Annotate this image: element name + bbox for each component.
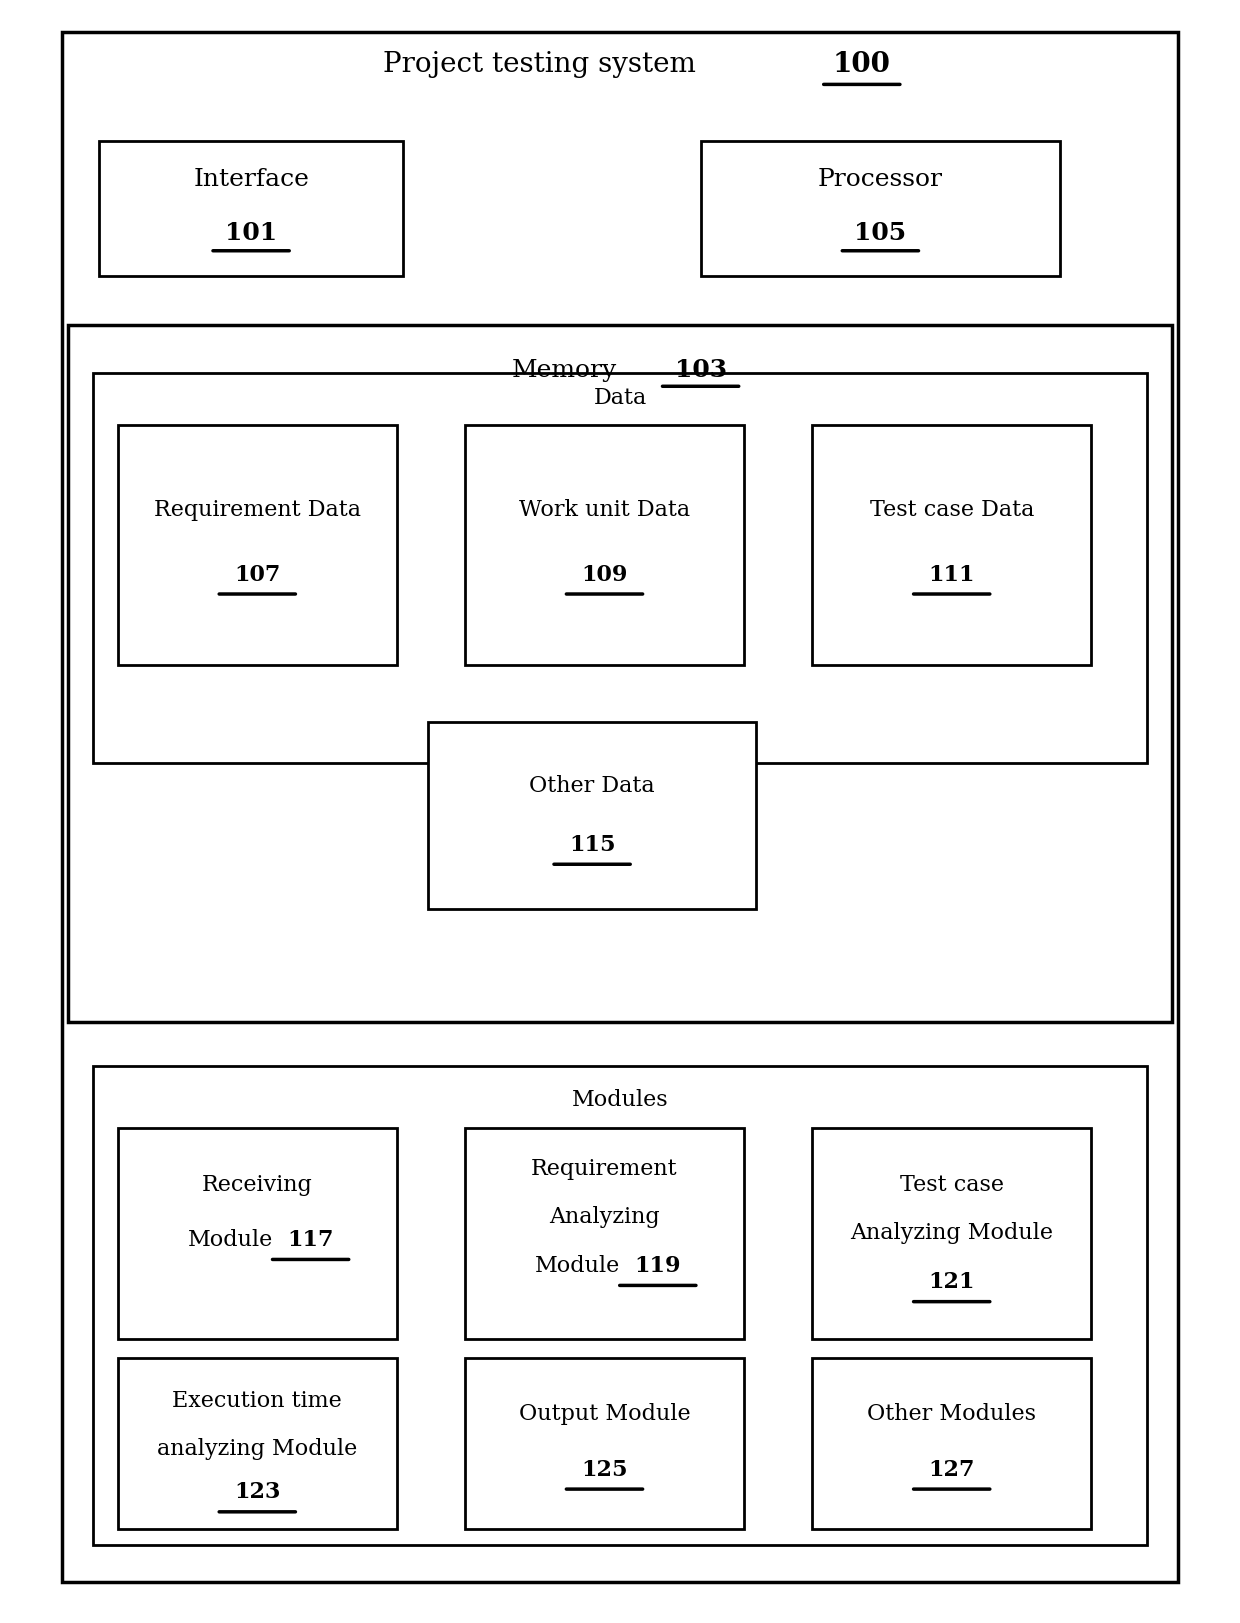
Bar	[99, 141, 403, 276]
Bar	[428, 722, 756, 909]
Bar	[701, 141, 1060, 276]
Text: Receiving: Receiving	[202, 1173, 312, 1196]
Text: Module: Module	[187, 1229, 273, 1251]
Text: Project testing system: Project testing system	[383, 52, 696, 78]
Text: 117: 117	[288, 1229, 334, 1251]
Text: Memory: Memory	[512, 359, 616, 381]
Text: Work unit Data: Work unit Data	[518, 498, 691, 521]
Text: Test case Data: Test case Data	[869, 498, 1034, 521]
Text: 107: 107	[234, 563, 280, 586]
Text: 115: 115	[569, 834, 615, 855]
Bar	[93, 1066, 1147, 1545]
Text: Output Module: Output Module	[518, 1404, 691, 1425]
Text: 121: 121	[929, 1271, 975, 1294]
Text: analyzing Module: analyzing Module	[157, 1438, 357, 1459]
Text: 103: 103	[675, 359, 727, 381]
Bar	[68, 325, 1172, 1022]
Bar	[465, 1358, 744, 1529]
Text: 101: 101	[224, 221, 278, 245]
Text: 111: 111	[929, 563, 975, 586]
Text: 125: 125	[582, 1459, 627, 1480]
Text: 127: 127	[929, 1459, 975, 1480]
Text: 119: 119	[635, 1255, 681, 1277]
Bar	[118, 1128, 397, 1339]
Text: Module: Module	[534, 1255, 620, 1277]
Text: Other Modules: Other Modules	[867, 1404, 1037, 1425]
Text: Analyzing: Analyzing	[549, 1206, 660, 1229]
Bar	[93, 373, 1147, 763]
Bar	[465, 1128, 744, 1339]
Bar	[812, 425, 1091, 665]
Text: 109: 109	[582, 563, 627, 586]
Bar	[812, 1128, 1091, 1339]
Text: 123: 123	[234, 1482, 280, 1503]
Text: 105: 105	[854, 221, 906, 245]
Text: Processor: Processor	[818, 167, 942, 192]
Text: Requirement: Requirement	[531, 1157, 678, 1180]
Bar	[118, 425, 397, 665]
Text: Requirement Data: Requirement Data	[154, 498, 361, 521]
Bar	[812, 1358, 1091, 1529]
Text: Modules: Modules	[572, 1089, 668, 1112]
Text: Interface: Interface	[193, 167, 309, 192]
Text: 100: 100	[833, 52, 890, 78]
Bar	[118, 1358, 397, 1529]
Text: Data: Data	[594, 386, 646, 409]
Text: Execution time: Execution time	[172, 1391, 342, 1412]
Text: Test case: Test case	[900, 1173, 1003, 1196]
Text: Other Data: Other Data	[529, 776, 655, 797]
Bar	[465, 425, 744, 665]
Text: Analyzing Module: Analyzing Module	[851, 1222, 1053, 1245]
